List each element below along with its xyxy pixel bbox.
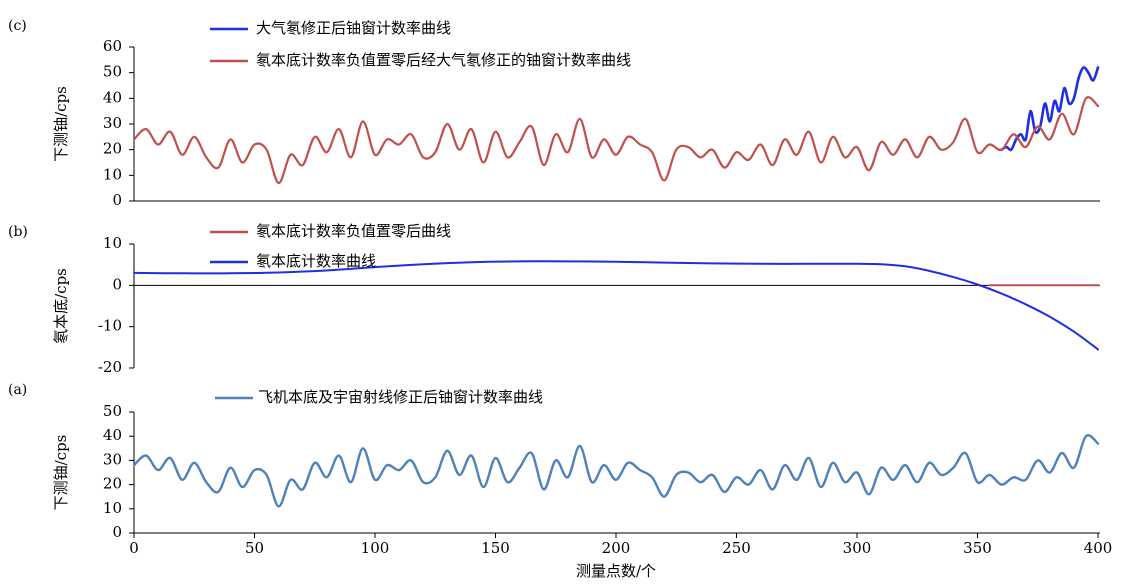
legend-label: 氡本底计数率负值置零后曲线 [256, 222, 451, 240]
legend-label: 大气氡修正后铀窗计数率曲线 [256, 19, 451, 37]
y-tick-label: 20 [103, 475, 122, 493]
series-line [132, 96, 1100, 185]
legend-label: 飞机本底及宇宙射线修正后铀窗计数率曲线 [258, 388, 543, 406]
panel-label: (c) [8, 18, 27, 34]
series-line [132, 434, 1100, 508]
x-tick-label: 250 [722, 539, 751, 557]
y-tick-label: -10 [98, 317, 122, 335]
y-tick-label: 20 [103, 140, 122, 158]
y-axis-label: 下测铀/cps [52, 86, 70, 162]
series-line [133, 260, 1099, 351]
panel-label: (b) [8, 224, 28, 240]
panel-a: (a) 0 10 20 30 40 50 0 50 100 150 200 250 300 350 400 下测… [8, 382, 1112, 580]
y-tick-label: 10 [103, 499, 122, 517]
y-tick-label: 30 [103, 450, 122, 468]
x-tick-label: 0 [129, 539, 139, 557]
y-tick-label: 50 [103, 402, 122, 420]
x-tick-label: 150 [481, 539, 510, 557]
y-tick-label: 60 [103, 37, 122, 55]
x-tick-label: 300 [843, 539, 872, 557]
y-tick-label: 0 [112, 191, 122, 209]
y-tick-label: 40 [103, 88, 122, 106]
x-tick-label: 400 [1084, 539, 1113, 557]
y-tick-label: 10 [103, 234, 122, 252]
x-tick-label: 100 [361, 539, 390, 557]
x-tick-label: 50 [245, 539, 264, 557]
y-tick-label: -20 [98, 358, 122, 376]
y-axis-label: 氡本底/cps [52, 268, 70, 344]
panel-label: (a) [8, 382, 27, 398]
y-tick-label: 30 [103, 114, 122, 132]
series-line [1000, 66, 1100, 152]
y-tick-label: 50 [103, 63, 122, 81]
x-axis-label: 测量点数/个 [576, 562, 656, 580]
legend-label: 氡本底计数率曲线 [256, 252, 376, 270]
y-tick-label: 0 [112, 523, 122, 541]
y-tick-label: 10 [103, 165, 122, 183]
legend-label: 氡本底计数率负值置零后经大气氡修正的铀窗计数率曲线 [256, 51, 631, 69]
panel-c: (c) 0 10 20 30 40 50 60 下测铀/cps 大气氡修正后铀窗计数率曲线氡本底计… [8, 18, 1100, 209]
y-axis-label: 下测铀/cps [52, 435, 70, 511]
y-tick-label: 40 [103, 426, 122, 444]
y-tick-label: 0 [112, 275, 122, 293]
x-tick-label: 200 [602, 539, 631, 557]
x-tick-label: 350 [963, 539, 992, 557]
